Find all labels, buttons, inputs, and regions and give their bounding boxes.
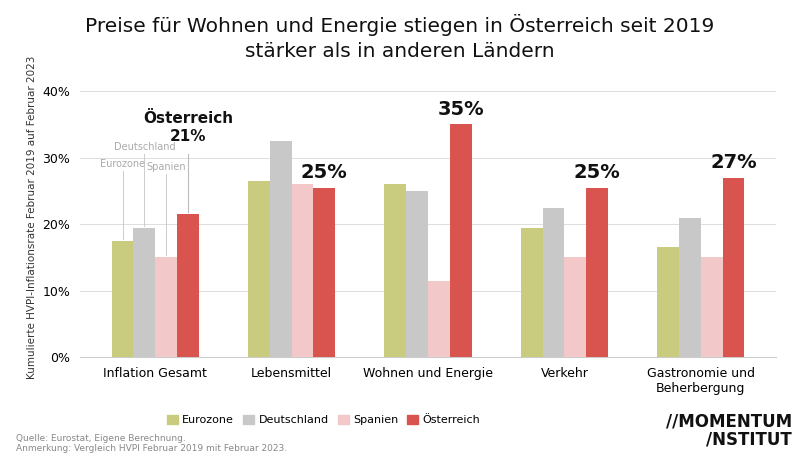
Bar (134, 228, 155, 357)
Bar (428, 281, 450, 357)
Bar (406, 191, 428, 357)
Bar (450, 125, 472, 357)
Bar (384, 184, 406, 357)
Text: //MOMENTUM
/NSTITUT: //MOMENTUM /NSTITUT (666, 412, 792, 449)
Text: 25%: 25% (574, 164, 621, 182)
Text: 35%: 35% (438, 100, 484, 119)
Text: Preise für Wohnen und Energie stiegen in Österreich seit 2019
stärker als in and: Preise für Wohnen und Energie stiegen in… (86, 14, 714, 61)
Y-axis label: Kumulierte HVPI-Inflationsrate Februar 2019 auf Februar 2023: Kumulierte HVPI-Inflationsrate Februar 2… (27, 56, 37, 379)
Bar (722, 178, 744, 357)
Bar (586, 188, 608, 357)
Text: 27%: 27% (710, 153, 757, 172)
Bar (542, 207, 564, 357)
Bar (270, 141, 292, 357)
Text: 25%: 25% (301, 164, 348, 182)
Bar (564, 257, 586, 357)
Text: Österreich
21%: Österreich 21% (143, 111, 233, 144)
Bar (679, 218, 701, 357)
Bar (292, 184, 314, 357)
Legend: Eurozone, Deutschland, Spanien, Österreich: Eurozone, Deutschland, Spanien, Österrei… (162, 411, 485, 430)
Text: Spanien: Spanien (146, 162, 186, 172)
Bar (248, 181, 270, 357)
Bar (701, 257, 722, 357)
Bar (112, 241, 134, 357)
Text: Eurozone: Eurozone (100, 159, 145, 169)
Bar (177, 214, 199, 357)
Bar (155, 257, 177, 357)
Bar (657, 247, 679, 357)
Bar (521, 228, 542, 357)
Text: Quelle: Eurostat, Eigene Berechnung.
Anmerkung: Vergleich HVPI Februar 2019 mit : Quelle: Eurostat, Eigene Berechnung. Anm… (16, 434, 287, 453)
Text: Deutschland: Deutschland (114, 142, 175, 153)
Bar (314, 188, 335, 357)
